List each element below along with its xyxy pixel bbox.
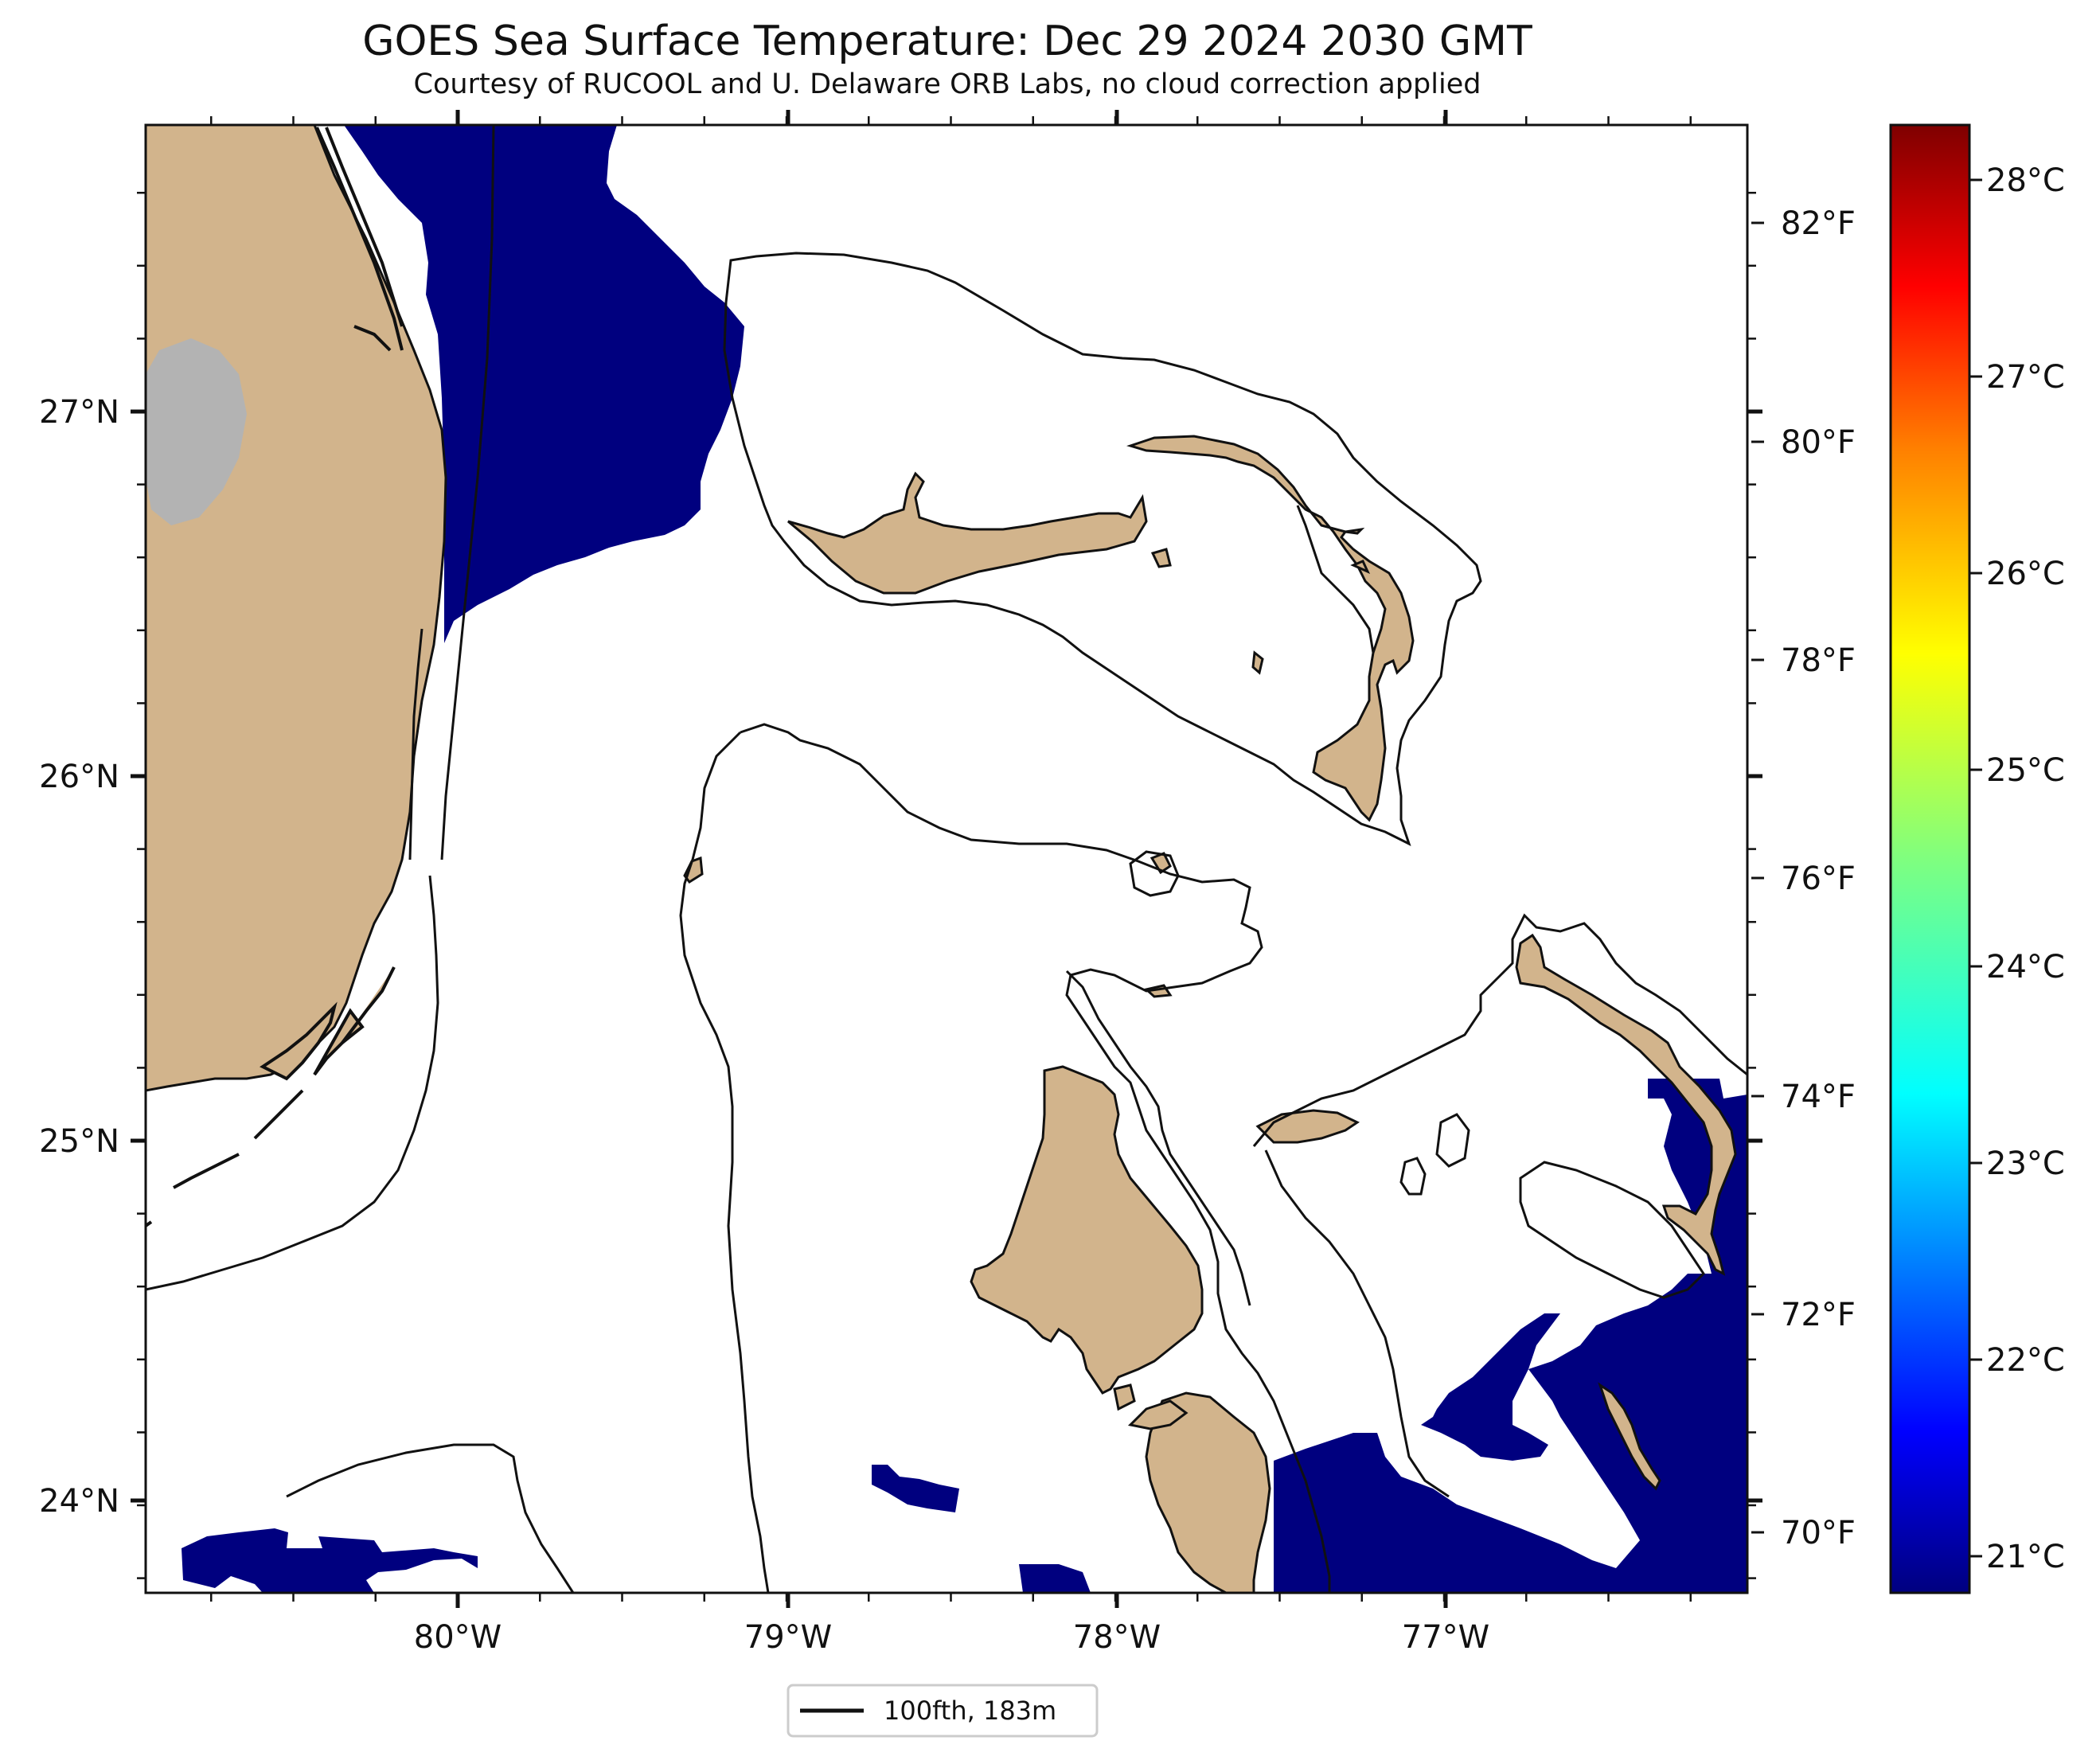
map-subtitle: Courtesy of RUCOOL and U. Delaware ORB L…: [413, 68, 1481, 100]
colorbar-label-21c: 21°C: [1986, 1539, 2065, 1575]
colorbar-label-70f: 70°F: [1781, 1515, 1856, 1551]
lat-tick-label-25n: 25°N: [39, 1123, 119, 1160]
colorbar-label-23c: 23°C: [1986, 1145, 2065, 1182]
legend: 100fth, 183m: [787, 1684, 1099, 1738]
isobath-exuma-inner: [1519, 1161, 1705, 1299]
isobath-cay-sal: [1129, 850, 1180, 897]
sst-patch-bottom-left: [182, 1528, 478, 1593]
land-andros-center: [1127, 1399, 1189, 1430]
colorbar-label-22c: 22°C: [1986, 1342, 2065, 1379]
colorbar-label-82f: 82°F: [1781, 205, 1856, 242]
small-cays: [683, 548, 1371, 998]
colorbar-label-24c: 24°C: [1986, 949, 2065, 985]
colorbar-gradient: [1889, 123, 1971, 1594]
isobath-ring-2: [1399, 1157, 1427, 1196]
isobath-abaco-inner: [1296, 505, 1375, 654]
lat-tick-label-24n: 24°N: [39, 1483, 119, 1520]
isobath-bahama-banks-north: [723, 252, 1482, 846]
sst-patch-southeast: [1274, 1274, 1747, 1593]
colorbar-label-80f: 80°F: [1781, 424, 1856, 461]
florida-keys: [146, 966, 396, 1227]
sst-cold-patches: [182, 125, 1747, 1593]
land-abaco: [1126, 435, 1415, 822]
map-panel: [146, 125, 1747, 1593]
land-exuma: [1598, 1382, 1661, 1491]
map-frame: [144, 123, 1749, 1594]
map-title: GOES Sea Surface Temperature: Dec 29 202…: [362, 18, 1532, 65]
lon-tick-label-77w: 77°W: [1402, 1619, 1489, 1656]
sst-patch-florida-current: [344, 125, 744, 643]
colorbar-label-72f: 72°F: [1781, 1297, 1856, 1333]
colorbar-label-26c: 26°C: [1986, 556, 2065, 592]
colorbar-label-28c: 28°C: [1986, 162, 2065, 199]
isobath-eleuthera: [1252, 913, 1747, 1147]
sst-patch-bottom-center: [872, 1465, 959, 1512]
legend-label: 100fth, 183m: [884, 1696, 1056, 1726]
land-andros: [970, 1065, 1204, 1395]
isobath-tongue-of-ocean-west: [679, 731, 770, 1593]
isobath-100fth: [146, 125, 1747, 1593]
isobath-florida-shelf: [146, 875, 439, 1291]
colorbar-label-27c: 27°C: [1986, 359, 2065, 396]
lon-tick-label-79w: 79°W: [744, 1619, 832, 1656]
colorbar-label-76f: 76°F: [1781, 860, 1856, 897]
isobath-gulf-stream-west: [440, 125, 495, 860]
lake-okeechobee: [146, 338, 247, 525]
colorbar-label-78f: 78°F: [1781, 642, 1856, 679]
minor-ticks: [137, 116, 1756, 1602]
land-eleuthera: [1515, 933, 1737, 1276]
isobath-andros-east: [1065, 970, 1251, 1306]
florida-inlets: [315, 127, 424, 860]
isobath-great-bahama-bank: [740, 723, 1331, 1593]
land-grand-bahama: [787, 471, 1148, 595]
lon-tick-label-78w: 78°W: [1073, 1619, 1161, 1656]
lat-tick-label-26n: 26°N: [39, 759, 119, 795]
sst-patch-bottom-center-2: [1019, 1564, 1091, 1593]
lon-tick-label-80w: 80°W: [414, 1619, 502, 1656]
lat-tick-label-27n: 27°N: [39, 394, 119, 431]
colorbar: 28°C 27°C 26°C 25°C 24°C 23°C 22°C 21°C …: [1751, 123, 2065, 1594]
isobath-ring-1: [1435, 1113, 1470, 1168]
legend-box: [787, 1684, 1099, 1738]
isobath-bottom-left: [286, 1443, 575, 1593]
colorbar-label-25c: 25°C: [1986, 752, 2065, 789]
land-andros-middle: [1113, 1383, 1136, 1411]
isobath-exuma-sound: [1264, 1149, 1450, 1498]
land-andros-south: [1145, 1391, 1271, 1593]
colorbar-label-74f: 74°F: [1781, 1079, 1856, 1115]
